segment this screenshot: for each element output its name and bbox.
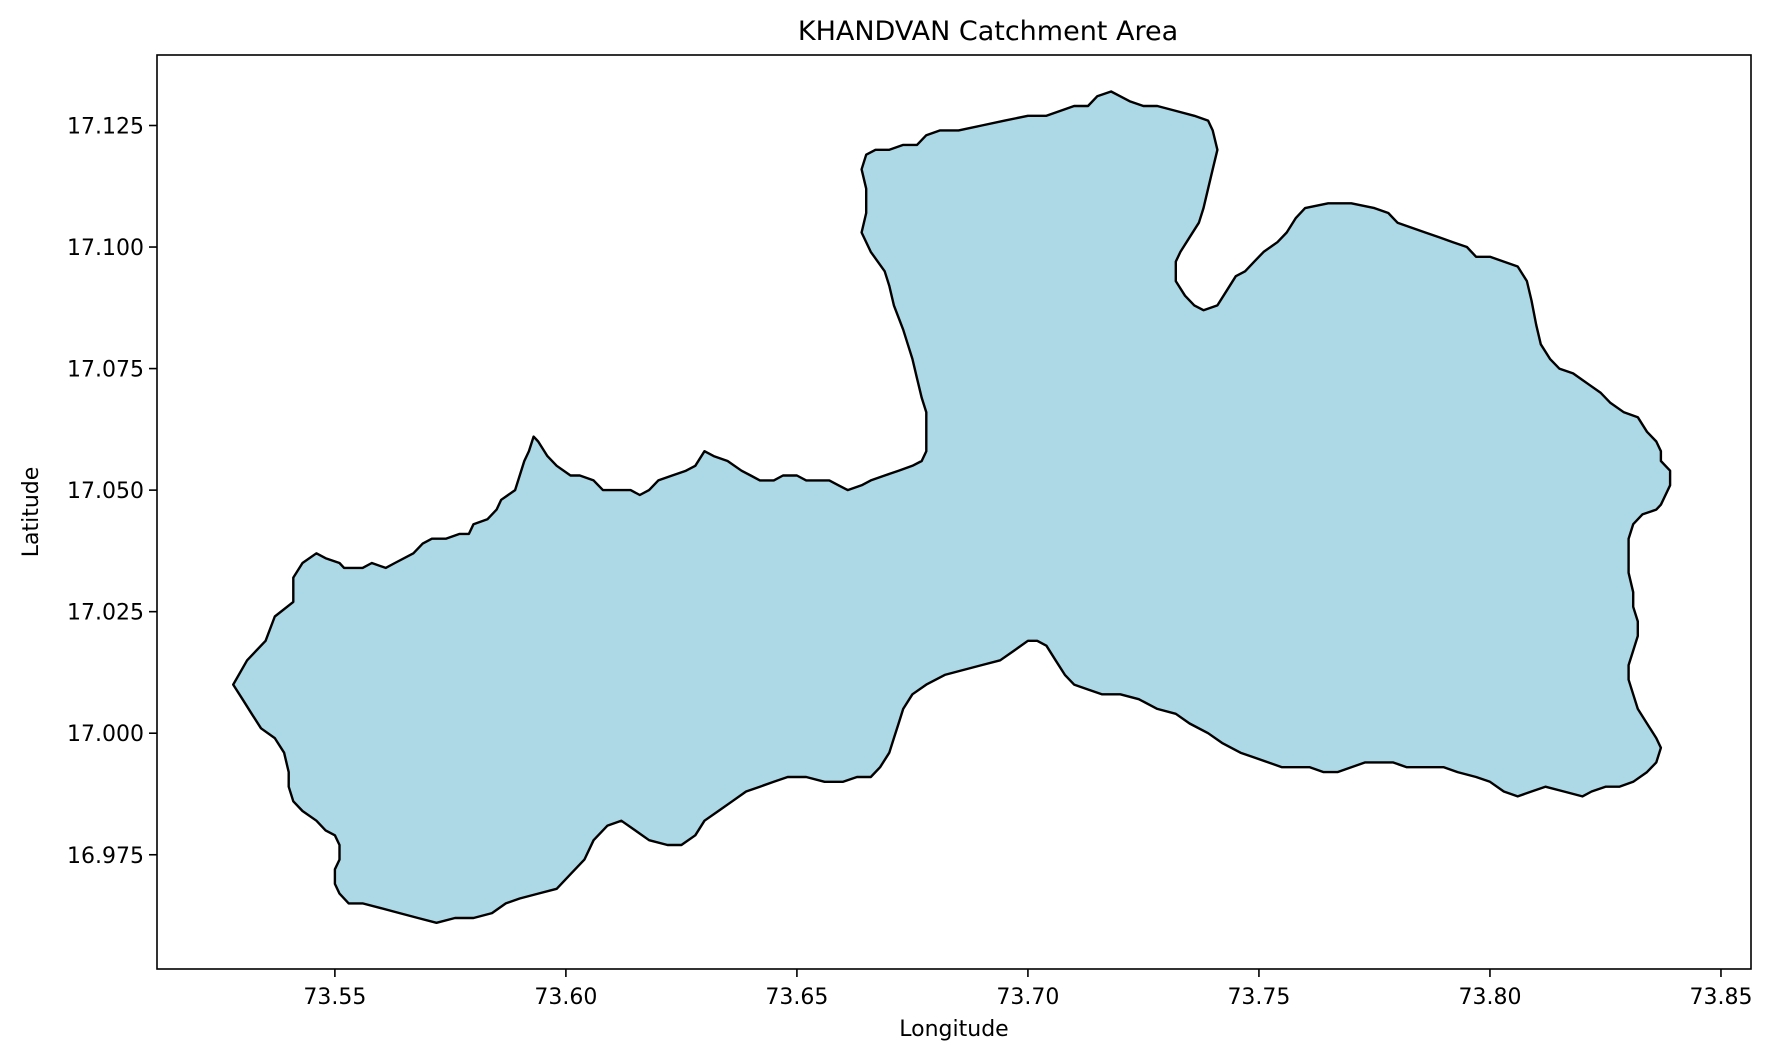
y-tick-label: 17.100 <box>67 236 144 261</box>
x-tick-label: 73.65 <box>765 985 828 1010</box>
catchment-polygon <box>232 90 1672 924</box>
x-tick-label: 73.55 <box>303 985 366 1010</box>
x-tick-label: 73.60 <box>534 985 597 1010</box>
y-axis-label: Latitude <box>19 467 44 558</box>
y-tick-label: 17.125 <box>67 114 144 139</box>
x-tick-label: 73.80 <box>1458 985 1521 1010</box>
y-tick-label: 17.075 <box>67 358 144 383</box>
chart-title: KHANDVAN Catchment Area <box>798 16 1178 47</box>
plot-area <box>156 54 1752 970</box>
y-tick-label: 16.975 <box>67 844 144 869</box>
x-tick-label: 73.75 <box>1227 985 1290 1010</box>
y-tick-label: 17.025 <box>67 601 144 626</box>
y-tick-label: 17.000 <box>67 722 144 747</box>
x-tick-label: 73.70 <box>996 985 1059 1010</box>
x-axis-ticks: 73.55 73.60 73.65 73.70 73.75 73.80 73.85 <box>303 969 1752 1010</box>
y-axis-ticks: 16.975 17.000 17.025 17.050 17.075 17.100 17.1… <box>67 114 157 869</box>
x-axis-label: Longitude <box>899 1017 1008 1042</box>
x-tick-label: 73.85 <box>1689 985 1752 1010</box>
axes-frame <box>156 54 1752 970</box>
y-tick-label: 17.050 <box>67 479 144 504</box>
